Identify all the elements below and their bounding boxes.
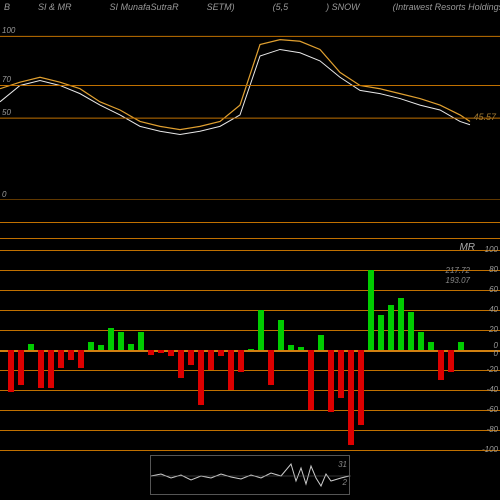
bar [38, 350, 44, 388]
bar [368, 270, 374, 350]
grid-line [0, 370, 500, 371]
y-axis-label: -20 [486, 365, 498, 374]
y-axis-label: -40 [486, 385, 498, 394]
bar [8, 350, 14, 392]
bar [78, 350, 84, 368]
bar [28, 344, 34, 350]
y-axis-label: -80 [486, 425, 498, 434]
bar [18, 350, 24, 385]
header-item: SI & MR [38, 2, 72, 18]
bar [338, 350, 344, 398]
bar [178, 350, 184, 378]
bar [428, 342, 434, 350]
bar [248, 349, 254, 350]
y-axis-label: -100 [482, 445, 498, 454]
y-axis-label: 80 [489, 265, 498, 274]
y-axis-label: -60 [486, 405, 498, 414]
bar [278, 320, 284, 350]
bar [418, 332, 424, 350]
mid-chart-panel [0, 210, 500, 250]
bar [438, 350, 444, 380]
grid-line [0, 450, 500, 451]
y-axis-label: 20 [489, 325, 498, 334]
grid-line [0, 390, 500, 391]
bar [388, 305, 394, 350]
y-axis-label: 40 [489, 305, 498, 314]
bar [208, 350, 214, 370]
grid-line [0, 270, 500, 271]
bar [268, 350, 274, 385]
y-axis-label: 70 [2, 75, 11, 84]
bar [188, 350, 194, 365]
bar [378, 315, 384, 350]
y-axis-label: 50 [2, 108, 11, 117]
mr-label: MR [459, 242, 475, 253]
bar [58, 350, 64, 368]
header-item: SETM) [207, 2, 235, 18]
bar [118, 332, 124, 350]
bar [318, 335, 324, 350]
bar [328, 350, 334, 412]
grid-line [0, 430, 500, 431]
current-value: 45.57 [473, 112, 496, 122]
bar [148, 350, 154, 355]
bar [158, 350, 164, 353]
grid-line [0, 222, 500, 223]
bar [138, 332, 144, 350]
bar [408, 312, 414, 350]
bar [348, 350, 354, 445]
mini-label: 2 [343, 478, 347, 487]
header-item: (Intrawest Resorts Holdings Inc) Manuf [393, 2, 500, 18]
bar [128, 344, 134, 350]
bar [218, 350, 224, 356]
bar [228, 350, 234, 390]
upper-chart-panel: 0 50 70 100 45.57 [0, 20, 500, 200]
grid-line [0, 350, 500, 352]
mini-label: 31 [338, 460, 347, 469]
bottom-chart-svg [151, 456, 351, 496]
y-axis-label: 0 [2, 190, 6, 199]
bar [298, 347, 304, 350]
grid-line [0, 290, 500, 291]
chart-header: B SI & MR SI MunafaSutraR SETM) (5,5 ) S… [0, 0, 500, 20]
bar [88, 342, 94, 350]
bar [288, 345, 294, 350]
y-axis-label: 100 [485, 245, 498, 254]
bar [98, 345, 104, 350]
bar [168, 350, 174, 356]
value-label: 217.72 [446, 266, 470, 275]
bar [198, 350, 204, 405]
grid-line [0, 250, 500, 251]
bar [258, 310, 264, 350]
bar [108, 328, 114, 350]
grid-line [0, 330, 500, 331]
bar [68, 350, 74, 360]
upper-chart-svg [0, 20, 500, 200]
header-item: ) SNOW [326, 2, 360, 18]
bar [398, 298, 404, 350]
grid-line [0, 410, 500, 411]
header-item: (5,5 [273, 2, 289, 18]
y-axis-label: 0 [494, 341, 498, 350]
header-item: SI MunafaSutraR [110, 2, 179, 18]
lower-chart-panel: MR -100-80-60-40-200020406080100 217.72 … [0, 250, 500, 450]
bar [448, 350, 454, 372]
bar [458, 342, 464, 350]
bottom-chart-panel: 31 2 [150, 455, 350, 495]
y-axis-label: 60 [489, 285, 498, 294]
header-item: B [4, 2, 10, 18]
bar [48, 350, 54, 388]
grid-line [0, 310, 500, 311]
value-label: 193.07 [446, 276, 470, 285]
bar [308, 350, 314, 410]
bar [238, 350, 244, 372]
grid-line [0, 238, 500, 239]
y-axis-label: 0 [494, 349, 498, 358]
bar [358, 350, 364, 425]
y-axis-label: 100 [2, 26, 15, 35]
